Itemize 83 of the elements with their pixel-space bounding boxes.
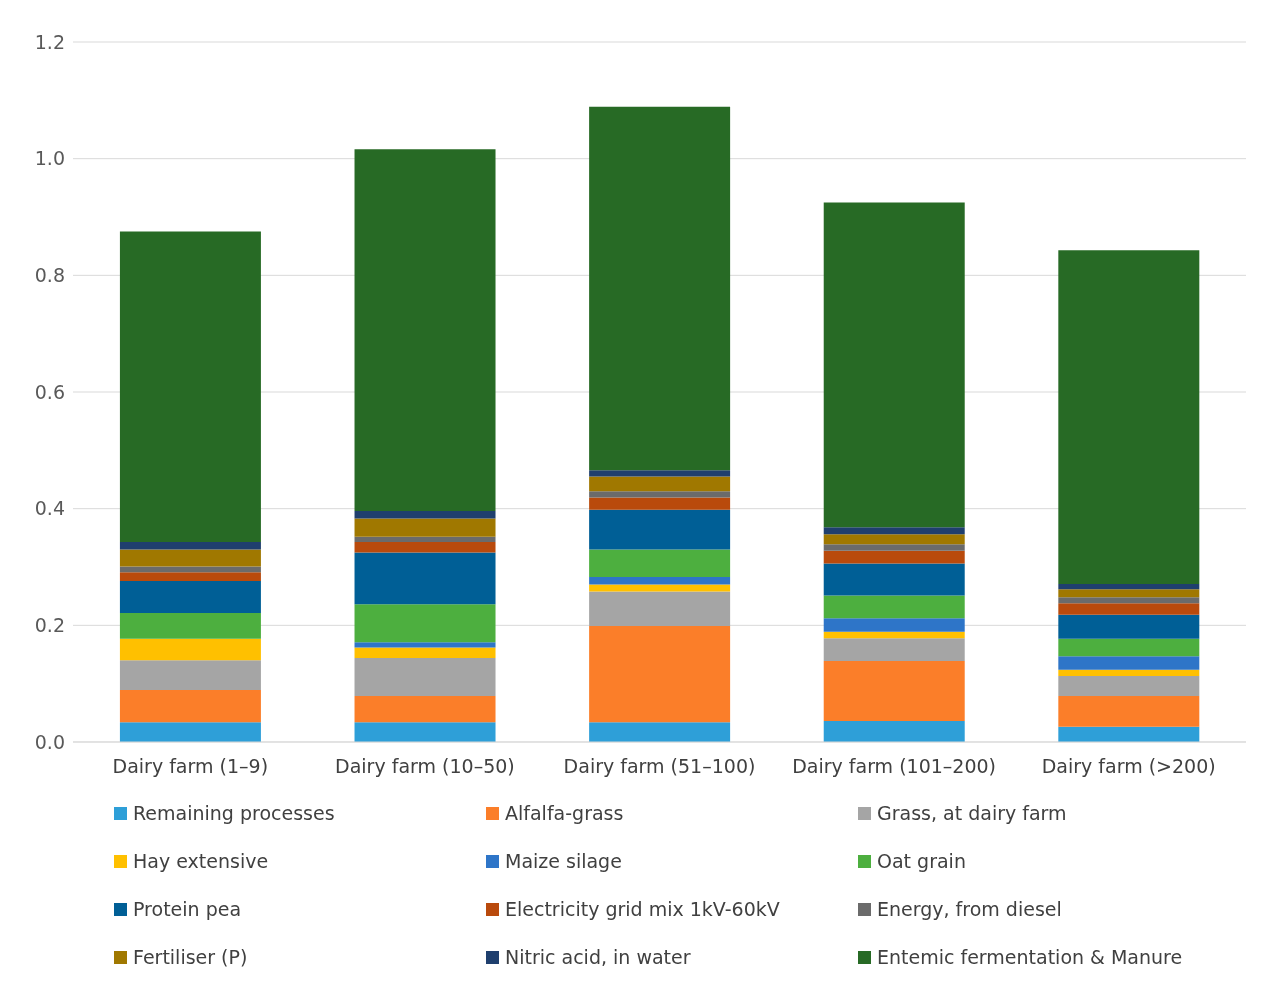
bar	[823, 202, 965, 528]
bar	[823, 527, 965, 535]
y-tick-label: 1.0	[34, 147, 65, 170]
bar	[354, 541, 496, 553]
bar	[1058, 726, 1200, 742]
bar	[823, 534, 965, 545]
bar	[823, 595, 965, 619]
bar	[119, 231, 261, 542]
bar	[823, 631, 965, 639]
y-tick-label: 1.2	[34, 30, 65, 53]
bar	[589, 549, 731, 577]
bar	[354, 604, 496, 643]
bar	[354, 149, 496, 511]
bar	[119, 566, 261, 573]
bar	[589, 576, 731, 585]
bar	[1058, 614, 1200, 639]
bar	[119, 572, 261, 581]
bar	[589, 497, 731, 510]
bar	[354, 647, 496, 658]
legend-label: Alfalfa-grass	[505, 802, 624, 824]
bar	[119, 690, 261, 723]
x-tick-label: Dairy farm (101–200)	[792, 755, 997, 778]
y-tick-label: 0.8	[34, 264, 65, 287]
x-tick-label: Dairy farm (51–100)	[563, 755, 756, 778]
bar	[589, 584, 731, 592]
bar	[354, 552, 496, 605]
bar	[354, 722, 496, 742]
bar	[354, 511, 496, 519]
legend-label: Remaining processes	[133, 802, 335, 824]
bar	[1058, 669, 1200, 677]
bar	[1058, 676, 1200, 696]
legend-label: Fertiliser (P)	[133, 946, 248, 968]
bar	[589, 470, 731, 477]
bar	[1058, 250, 1200, 584]
bar	[354, 658, 496, 696]
bar	[119, 638, 261, 661]
legend-label: Protein pea	[133, 898, 242, 920]
bar	[823, 544, 965, 551]
bar	[589, 509, 731, 550]
legend-label: Maize silage	[505, 850, 622, 872]
y-tick-label: 0.4	[34, 497, 65, 520]
bar	[119, 581, 261, 614]
bar	[589, 722, 731, 742]
bar	[589, 625, 731, 723]
bar	[1058, 589, 1200, 598]
bar	[1058, 597, 1200, 604]
bar	[119, 722, 261, 742]
bar	[823, 550, 965, 564]
bar	[823, 721, 965, 742]
bar	[1058, 656, 1200, 670]
bar	[354, 536, 496, 542]
legend-label: Nitric acid, in water	[505, 946, 691, 968]
bar	[589, 491, 731, 498]
legend-label: Entemic fermentation & Manure	[877, 946, 1183, 968]
bar	[1058, 603, 1200, 615]
bar	[823, 660, 965, 721]
bar	[1058, 695, 1200, 727]
x-tick-label: Dairy farm (>200)	[1041, 755, 1216, 778]
bar	[119, 613, 261, 639]
bar	[823, 638, 965, 661]
legend-label: Hay extensive	[133, 850, 269, 872]
legend-label: Energy, from diesel	[877, 898, 1062, 920]
bar	[1058, 638, 1200, 657]
y-tick-label: 0.2	[34, 614, 65, 637]
bar	[354, 518, 496, 537]
bar	[823, 618, 965, 632]
x-tick-label: Dairy farm (1–9)	[112, 755, 269, 778]
y-tick-label: 0.0	[34, 730, 65, 753]
bar	[354, 642, 496, 648]
legend-label: Electricity grid mix 1kV-60kV	[505, 898, 780, 920]
bar	[119, 660, 261, 691]
bar	[589, 106, 731, 471]
bar	[119, 541, 261, 550]
bar	[1058, 583, 1200, 590]
bar	[589, 591, 731, 626]
bar	[823, 563, 965, 596]
bar	[589, 476, 731, 492]
legend-label: Grass, at dairy farm	[877, 802, 1067, 824]
legend-label: Oat grain	[877, 850, 966, 872]
y-tick-label: 0.6	[34, 380, 65, 403]
x-tick-label: Dairy farm (10–50)	[335, 755, 515, 778]
bar	[354, 695, 496, 723]
bar	[119, 549, 261, 567]
